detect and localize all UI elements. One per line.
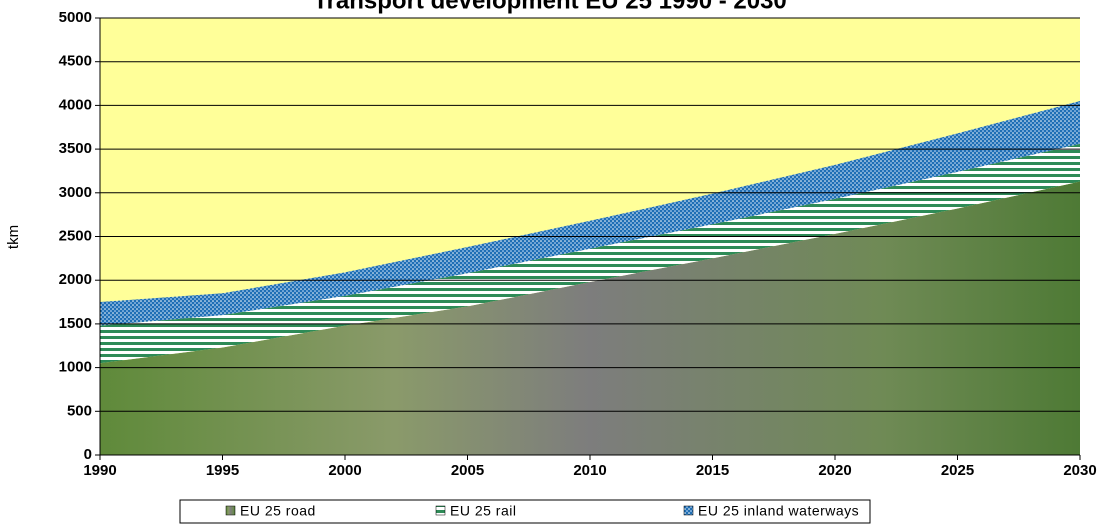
y-tick-label: 3000 xyxy=(59,184,92,201)
x-tick-label: 2015 xyxy=(696,462,729,479)
area xyxy=(100,181,1080,456)
y-tick-label: 3500 xyxy=(59,140,92,157)
legend-label: EU 25 inland waterways xyxy=(698,503,859,519)
y-tick-label: 0 xyxy=(84,446,92,463)
area xyxy=(100,143,1080,364)
y-tick-label: 500 xyxy=(67,402,92,419)
area xyxy=(100,101,1080,326)
x-tick-label: 2025 xyxy=(941,462,974,479)
x-tick-label: 1995 xyxy=(206,462,239,479)
x-tick-label: 2000 xyxy=(328,462,361,479)
y-tick-label: 5000 xyxy=(59,9,92,26)
x-tick-label: 2010 xyxy=(573,462,606,479)
chart-title: Transport development EU 25 1990 - 2030 xyxy=(313,0,787,14)
x-tick-label: 2005 xyxy=(451,462,484,479)
y-tick-label: 4500 xyxy=(59,53,92,70)
legend-box xyxy=(179,499,871,524)
legend-swatch xyxy=(435,505,446,516)
legend-label: EU 25 rail xyxy=(450,503,516,519)
x-tick-label: 1990 xyxy=(83,462,116,479)
y-tick-label: 1000 xyxy=(59,359,92,376)
x-tick-label: 2030 xyxy=(1063,462,1096,479)
y-tick-label: 1500 xyxy=(59,315,92,332)
y-tick-label: 2000 xyxy=(59,271,92,288)
legend-swatch xyxy=(225,505,236,516)
y-axis-label: tkm xyxy=(5,225,22,249)
legend-swatch xyxy=(683,505,694,516)
x-tick-label: 2020 xyxy=(818,462,851,479)
legend-label: EU 25 road xyxy=(240,503,316,519)
y-tick-label: 4000 xyxy=(59,96,92,113)
y-tick-label: 2500 xyxy=(59,227,92,244)
